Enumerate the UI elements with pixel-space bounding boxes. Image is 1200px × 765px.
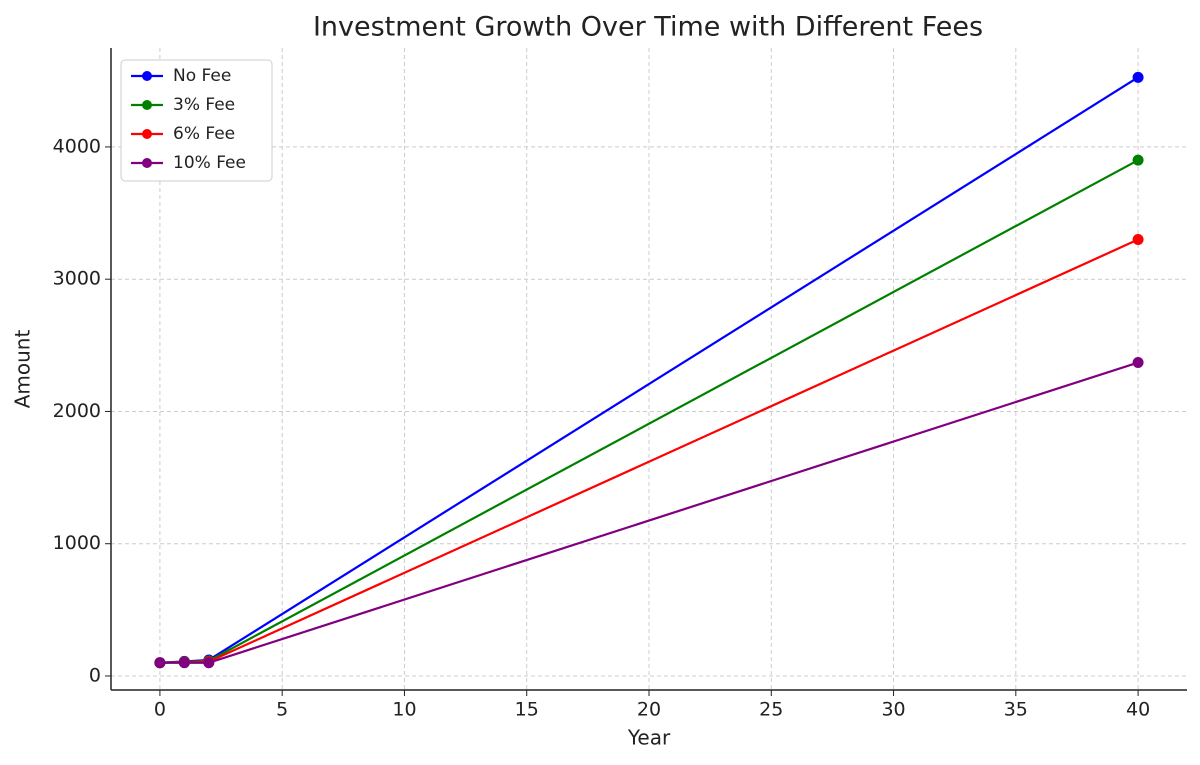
- y-tick-label: 3000: [53, 268, 101, 290]
- y-tick-label: 1000: [53, 532, 101, 554]
- data-point: [178, 657, 190, 669]
- x-tick-label: 0: [154, 699, 166, 721]
- series-line: [159, 361, 1139, 664]
- data-point: [1132, 357, 1144, 369]
- legend-marker: [142, 158, 152, 168]
- legend-marker: [142, 71, 152, 81]
- x-tick-label: 40: [1126, 699, 1150, 721]
- x-tick-label: 25: [759, 699, 783, 721]
- data-point: [1132, 71, 1144, 83]
- legend-marker: [142, 100, 152, 110]
- data-point: [154, 657, 166, 669]
- x-tick-label: 10: [392, 699, 416, 721]
- data-point: [1132, 154, 1144, 166]
- legend: No Fee 3% Fee 6% Fee 10% Fee: [120, 59, 273, 182]
- y-tick-label: 4000: [53, 135, 101, 157]
- legend-marker: [142, 129, 152, 139]
- x-tick-label: 30: [881, 699, 905, 721]
- y-tick-label: 2000: [53, 400, 101, 422]
- legend-box: [120, 59, 273, 182]
- chart-title: Investment Growth Over Time with Differe…: [313, 12, 983, 43]
- y-axis-label: Amount: [11, 330, 35, 409]
- y-tick-label: 0: [89, 664, 101, 686]
- x-tick-label: 5: [276, 699, 288, 721]
- x-tick-label: 35: [1004, 699, 1028, 721]
- legend-label: 3% Fee: [173, 95, 235, 115]
- legend-label: 10% Fee: [173, 153, 246, 173]
- legend-label: 6% Fee: [173, 124, 235, 144]
- legend-label: No Fee: [173, 66, 231, 86]
- x-tick-label: 15: [515, 699, 539, 721]
- data-point: [203, 657, 215, 669]
- x-axis-label: Year: [627, 726, 671, 750]
- data-point: [1132, 234, 1144, 246]
- x-tick-label: 20: [637, 699, 661, 721]
